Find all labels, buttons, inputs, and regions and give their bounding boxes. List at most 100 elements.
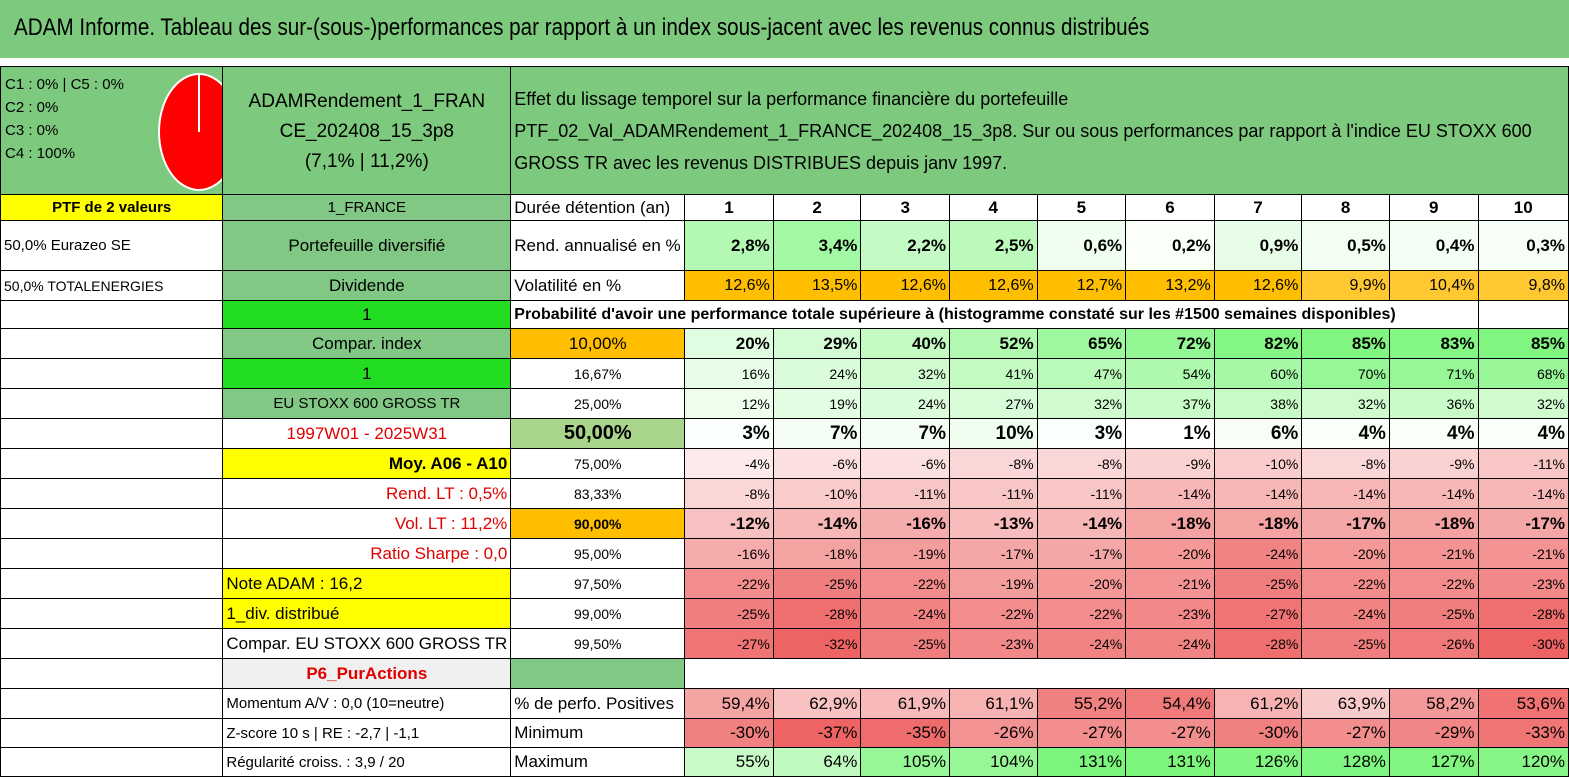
info-cell-b15: Compar. EU STOXX 600 GROSS TR bbox=[222, 628, 512, 659]
quantile-value: -21% bbox=[1125, 568, 1215, 599]
info-cell-b12: Ratio Sharpe : 0,0 bbox=[222, 538, 512, 569]
empty-left bbox=[0, 508, 224, 539]
quantile-value: 32% bbox=[1036, 388, 1127, 419]
portfolio-type: Portefeuille diversifié bbox=[222, 220, 512, 271]
quantile-value: 12% bbox=[684, 388, 774, 419]
minimum-value: -29% bbox=[1388, 718, 1479, 748]
empty-left bbox=[0, 628, 224, 659]
quantile-value: -27% bbox=[684, 628, 774, 659]
empty-left bbox=[0, 747, 224, 777]
quantile-value: -14% bbox=[1477, 478, 1569, 509]
quantile-value: 65% bbox=[1036, 328, 1127, 359]
quantile-value: -20% bbox=[1125, 538, 1215, 569]
quantile-value: 16% bbox=[684, 358, 774, 389]
year-header: 6 bbox=[1125, 194, 1215, 221]
quantile-value: -27% bbox=[1213, 598, 1303, 629]
proba-header: Probabilité d'avoir une performance tota… bbox=[510, 300, 1479, 329]
quantile-label: 50,00% bbox=[510, 418, 686, 449]
maximum-value: 64% bbox=[772, 747, 862, 777]
quantile-value: -10% bbox=[1213, 448, 1303, 479]
quantile-value: 72% bbox=[1125, 328, 1215, 359]
quantile-value: -25% bbox=[860, 628, 950, 659]
rend-value: 0,4% bbox=[1388, 220, 1479, 271]
quantile-value: -8% bbox=[1301, 448, 1390, 479]
year-header: 8 bbox=[1301, 194, 1390, 221]
rend-value: 2,5% bbox=[948, 220, 1038, 271]
quantile-value: -14% bbox=[1213, 478, 1303, 509]
quantile-value: -11% bbox=[1036, 478, 1127, 509]
quantile-value: -23% bbox=[1477, 568, 1569, 599]
quantile-value: -24% bbox=[1213, 538, 1303, 569]
quantile-value: -13% bbox=[948, 508, 1038, 539]
ptf-count: PTF de 2 valeurs bbox=[0, 194, 224, 221]
year-header: 3 bbox=[860, 194, 950, 221]
vol-value: 9,8% bbox=[1477, 270, 1569, 301]
year-header: 7 bbox=[1213, 194, 1303, 221]
strategy-label: P6_PurActions bbox=[222, 658, 512, 689]
quantile-value: 41% bbox=[948, 358, 1038, 389]
quantile-value: 20% bbox=[684, 328, 774, 359]
quantile-value: -9% bbox=[1125, 448, 1215, 479]
quantile-value: 47% bbox=[1036, 358, 1127, 389]
maximum-value: 105% bbox=[860, 747, 950, 777]
quantile-value: -18% bbox=[1125, 508, 1215, 539]
positives-value: 61,9% bbox=[860, 688, 950, 719]
quantile-value: -14% bbox=[772, 508, 862, 539]
maximum-label: Maximum bbox=[510, 747, 686, 777]
quantile-value: -23% bbox=[948, 628, 1038, 659]
maximum-value: 55% bbox=[684, 747, 774, 777]
quantile-label: 97,50% bbox=[510, 568, 686, 599]
minimum-value: -30% bbox=[684, 718, 774, 748]
quantile-value: 19% bbox=[772, 388, 862, 419]
quantile-value: -4% bbox=[684, 448, 774, 479]
quantile-value: -28% bbox=[1213, 628, 1303, 659]
quantile-value: -28% bbox=[772, 598, 862, 629]
quantile-value: 6% bbox=[1213, 418, 1303, 449]
quantile-value: -18% bbox=[772, 538, 862, 569]
quantile-value: 4% bbox=[1477, 418, 1569, 449]
quantile-value: 37% bbox=[1125, 388, 1215, 419]
quantile-value: 52% bbox=[948, 328, 1038, 359]
holding-totalenergies: 50,0% TOTALENERGIES bbox=[0, 270, 224, 301]
pie-label-c2: C2 : 0% bbox=[5, 99, 59, 116]
empty-left bbox=[0, 598, 224, 629]
positives-value: 61,2% bbox=[1213, 688, 1303, 719]
pie-label-c1-c5: C1 : 0% | C5 : 0% bbox=[5, 76, 124, 93]
pie-label-c4: C4 : 100% bbox=[5, 145, 76, 162]
empty-left bbox=[0, 688, 224, 719]
vol-value: 12,6% bbox=[948, 270, 1038, 301]
zscore-label: Z-score 10 s | RE : -2,7 | -1,1 bbox=[222, 718, 512, 748]
positives-value: 63,9% bbox=[1301, 688, 1390, 719]
quantile-value: -22% bbox=[684, 568, 774, 599]
minimum-value: -27% bbox=[1301, 718, 1390, 748]
maximum-value: 104% bbox=[948, 747, 1038, 777]
quantile-value: 32% bbox=[860, 358, 950, 389]
empty-left bbox=[0, 658, 224, 689]
quantile-value: -25% bbox=[684, 598, 774, 629]
portfolio-name-line2: CE_202408_15_3p8 bbox=[279, 120, 454, 142]
quantile-value: -22% bbox=[1036, 598, 1127, 629]
positives-value: 54,4% bbox=[1125, 688, 1215, 719]
quantile-value: -17% bbox=[1036, 538, 1127, 569]
holding-eurazeo: 50,0% Eurazeo SE bbox=[0, 220, 224, 271]
rend-value: 2,2% bbox=[860, 220, 950, 271]
empty-left bbox=[0, 418, 224, 449]
empty-left bbox=[0, 538, 224, 569]
rend-value: 0,3% bbox=[1477, 220, 1569, 271]
quantile-value: -21% bbox=[1388, 538, 1479, 569]
info-cell-b6: 1 bbox=[222, 358, 512, 389]
info-cell-b5: Compar. index bbox=[222, 328, 512, 359]
info-cell-b8: 1997W01 - 2025W31 bbox=[222, 418, 512, 449]
quantile-value: 4% bbox=[1388, 418, 1479, 449]
vol-value: 12,6% bbox=[684, 270, 774, 301]
quantile-value: 7% bbox=[772, 418, 862, 449]
performance-table: C1 : 0% | C5 : 0% C2 : 0% C3 : 0% C4 : 1… bbox=[0, 66, 1569, 777]
vol-value: 13,2% bbox=[1125, 270, 1215, 301]
empty-left bbox=[0, 718, 224, 748]
positives-label: % de perfo. Positives bbox=[510, 688, 686, 719]
empty-left bbox=[0, 358, 224, 389]
maximum-value: 131% bbox=[1125, 747, 1215, 777]
positives-value: 53,6% bbox=[1477, 688, 1569, 719]
quantile-value: 71% bbox=[1388, 358, 1479, 389]
